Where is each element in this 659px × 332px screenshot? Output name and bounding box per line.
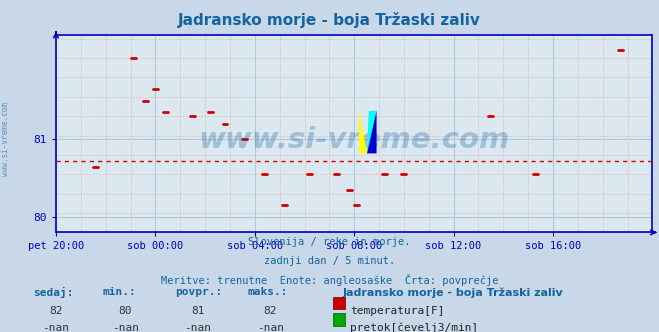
Text: -nan: -nan bbox=[185, 323, 211, 332]
Text: www.si-vreme.com: www.si-vreme.com bbox=[1, 103, 10, 176]
Text: pretok[čevelj3/min]: pretok[čevelj3/min] bbox=[350, 323, 478, 332]
Text: Slovenija / reke in morje.: Slovenija / reke in morje. bbox=[248, 237, 411, 247]
Text: 82: 82 bbox=[49, 306, 63, 316]
Text: maks.:: maks.: bbox=[247, 287, 287, 297]
Text: sedaj:: sedaj: bbox=[33, 287, 73, 298]
Text: zadnji dan / 5 minut.: zadnji dan / 5 minut. bbox=[264, 256, 395, 266]
Text: Jadransko morje - boja Tržaski zaliv: Jadransko morje - boja Tržaski zaliv bbox=[178, 12, 481, 28]
Polygon shape bbox=[359, 111, 367, 153]
Text: www.si-vreme.com: www.si-vreme.com bbox=[198, 125, 510, 154]
Text: 80: 80 bbox=[119, 306, 132, 316]
Text: 81: 81 bbox=[191, 306, 204, 316]
Text: min.:: min.: bbox=[102, 287, 136, 297]
Text: temperatura[F]: temperatura[F] bbox=[350, 306, 444, 316]
Text: -nan: -nan bbox=[112, 323, 138, 332]
Text: -nan: -nan bbox=[43, 323, 69, 332]
Polygon shape bbox=[359, 111, 376, 153]
Text: 82: 82 bbox=[264, 306, 277, 316]
Polygon shape bbox=[367, 111, 376, 153]
Text: -nan: -nan bbox=[257, 323, 283, 332]
Text: povpr.:: povpr.: bbox=[175, 287, 222, 297]
Text: Meritve: trenutne  Enote: angleosaške  Črta: povprečje: Meritve: trenutne Enote: angleosaške Črt… bbox=[161, 274, 498, 286]
Text: Jadransko morje - boja Tržaski zaliv: Jadransko morje - boja Tržaski zaliv bbox=[343, 287, 563, 298]
